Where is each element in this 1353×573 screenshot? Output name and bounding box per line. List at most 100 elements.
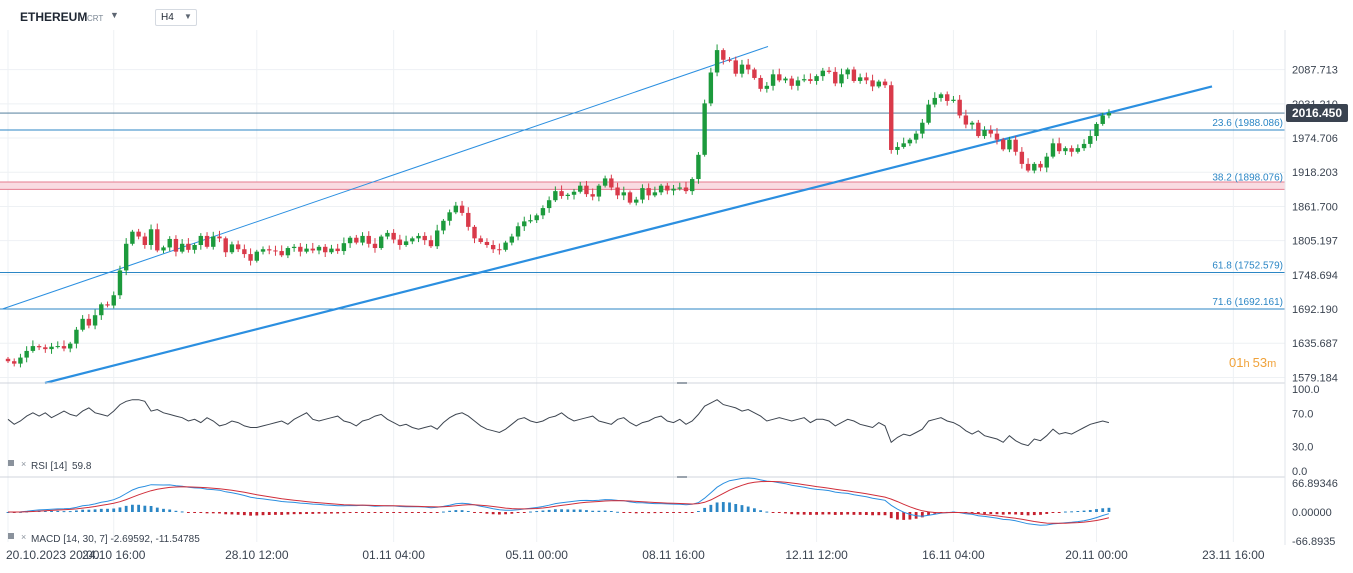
symbol-label[interactable]: ETHEREUM xyxy=(20,10,88,24)
macd-line xyxy=(7,477,1110,526)
macd-histogram-bar xyxy=(168,509,172,512)
candle xyxy=(211,231,216,250)
macd-histogram-bar xyxy=(267,512,271,515)
candle-body xyxy=(416,235,421,239)
candle xyxy=(273,245,278,256)
candle-body xyxy=(167,238,172,248)
macd-histogram-bar xyxy=(274,512,277,515)
macd-histogram-bar xyxy=(827,512,831,515)
macd-histogram-bar xyxy=(379,512,383,513)
timeframe-label[interactable]: H4 xyxy=(161,12,174,23)
time-tick-label: 20.10.2023 20:00 xyxy=(6,548,100,562)
candle xyxy=(466,207,471,231)
candle xyxy=(260,246,266,255)
rsi-settings-icon xyxy=(8,460,14,466)
candle-body xyxy=(161,247,166,251)
macd-histogram-bar xyxy=(1057,512,1061,513)
candle xyxy=(422,232,427,245)
candle-body xyxy=(522,221,527,227)
candle xyxy=(235,240,241,253)
fib-level-label: 38.2 (1898.076) xyxy=(1212,172,1283,183)
candle xyxy=(86,314,92,329)
macd-histogram-bar xyxy=(616,511,619,513)
grid xyxy=(0,30,1285,542)
countdown-minutes: 53 xyxy=(1253,355,1267,370)
candle xyxy=(945,91,950,106)
timeframe-select[interactable] xyxy=(155,9,197,26)
macd-histogram-bar xyxy=(597,510,601,512)
price-tick-label: 1861.700 xyxy=(1292,201,1338,213)
macd-histogram-bar xyxy=(75,510,78,512)
candle xyxy=(1081,139,1087,151)
macd-histogram-bar xyxy=(112,508,116,512)
candle-body xyxy=(1044,156,1049,168)
macd-histogram-bar xyxy=(479,512,483,514)
candle-body xyxy=(895,146,900,150)
macd-histogram-bar xyxy=(1095,509,1098,512)
macd-histogram-bar xyxy=(236,512,240,515)
candle-body xyxy=(86,318,92,326)
candle xyxy=(789,75,794,90)
candle xyxy=(441,218,446,235)
candle-body xyxy=(901,143,906,147)
candle xyxy=(758,75,763,92)
candle xyxy=(889,81,894,154)
candle xyxy=(5,356,11,364)
candle xyxy=(1025,158,1031,173)
candle xyxy=(851,66,857,83)
candle xyxy=(410,236,415,245)
candle-body xyxy=(801,79,807,81)
candle-body xyxy=(1032,163,1037,171)
macd-histogram-bar xyxy=(186,512,190,513)
candle xyxy=(478,235,483,244)
symbol-dropdown-chevron-icon[interactable]: ▼ xyxy=(110,10,119,20)
candle xyxy=(167,236,172,252)
macd-histogram-bar xyxy=(155,507,159,512)
macd-histogram-bar xyxy=(137,504,141,512)
candle-body xyxy=(379,236,384,249)
rsi-tick-label: 30.0 xyxy=(1292,441,1313,453)
macd-histogram-bar xyxy=(143,505,147,512)
macd-histogram-bar xyxy=(448,510,452,512)
candle-body xyxy=(864,77,869,81)
candle-body xyxy=(621,192,626,196)
candle xyxy=(335,243,340,254)
macd-histogram-bar xyxy=(193,512,196,513)
candle-body xyxy=(478,238,483,242)
candle-body xyxy=(92,315,98,326)
candle-body xyxy=(764,85,770,89)
candle-body xyxy=(640,188,645,200)
candle-body xyxy=(515,226,521,237)
candle-body xyxy=(428,240,434,247)
candle-body xyxy=(254,251,259,261)
candle xyxy=(136,228,141,240)
candle xyxy=(397,234,403,250)
candle xyxy=(80,315,85,332)
candle xyxy=(341,237,347,255)
candle xyxy=(938,92,944,102)
candle-body xyxy=(155,229,160,251)
macd-histogram-bar xyxy=(989,512,993,515)
candle-body xyxy=(30,346,36,351)
candle-body xyxy=(957,99,962,116)
macd-histogram-bar xyxy=(361,512,364,513)
candle xyxy=(1013,135,1018,156)
macd-histogram-bar xyxy=(896,512,899,520)
candle xyxy=(304,243,309,254)
candle xyxy=(609,174,614,191)
candle-body xyxy=(559,191,564,196)
candle xyxy=(621,186,626,201)
time-tick-label: 20.11 00:00 xyxy=(1065,548,1128,562)
macd-histogram-bar xyxy=(535,511,539,513)
timeframe-chevron-icon[interactable]: ▼ xyxy=(184,12,192,21)
candle-body xyxy=(683,187,689,192)
rsi-tick-label: 100.0 xyxy=(1292,384,1320,396)
macd-histogram-bar xyxy=(572,509,576,512)
macd-histogram-bar xyxy=(647,512,651,514)
candle xyxy=(497,243,502,255)
candle xyxy=(963,109,969,129)
candle xyxy=(696,152,701,184)
candle xyxy=(1106,109,1112,119)
